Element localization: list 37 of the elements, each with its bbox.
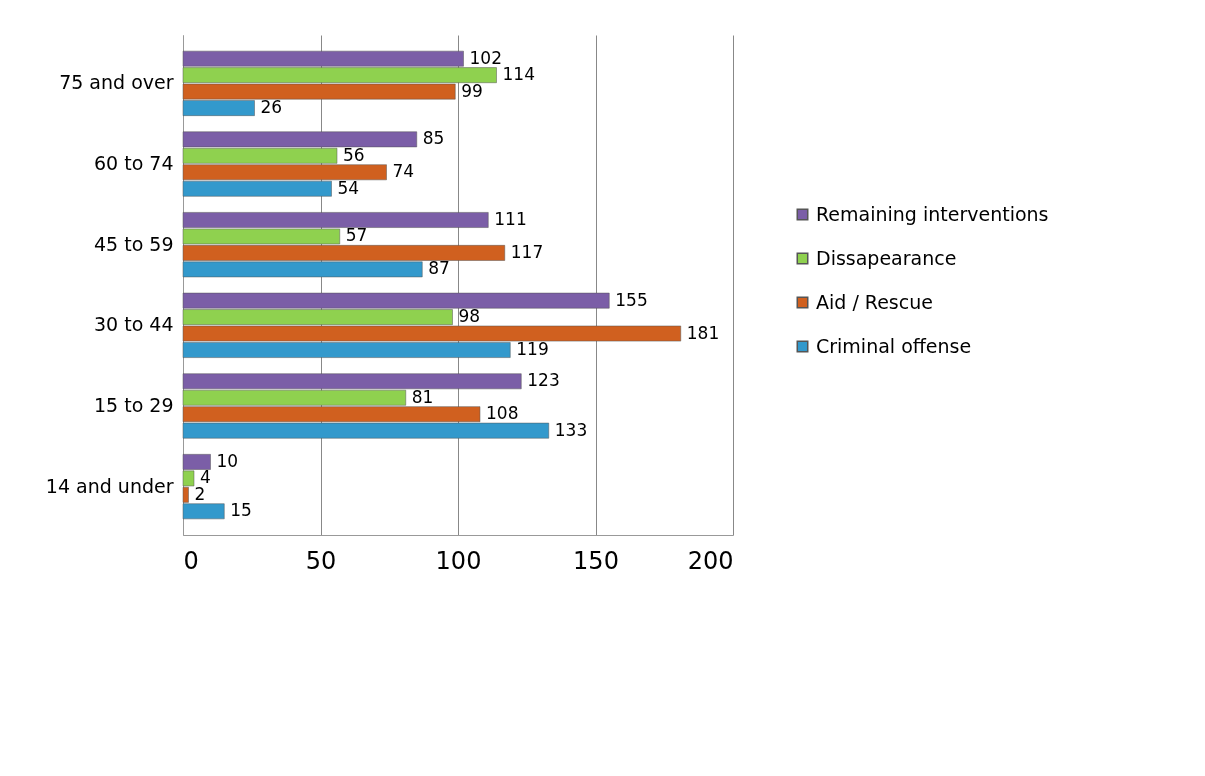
data-label: 81	[411, 386, 434, 407]
data-label: 108	[486, 403, 519, 424]
y-tick-label: 15 to 29	[93, 393, 174, 416]
x-tick-label: 100	[435, 546, 482, 575]
data-label: 74	[392, 161, 415, 182]
data-label: 85	[422, 128, 445, 149]
y-tick-label: 75 and over	[59, 71, 174, 94]
data-label: 99	[461, 80, 483, 101]
legend-label: Dissapearance	[816, 246, 957, 269]
data-label: 54	[337, 177, 360, 198]
data-label: 123	[527, 370, 560, 391]
data-label: 26	[260, 97, 283, 118]
legend-label: Remaining interventions	[816, 202, 1049, 225]
data-label: 181	[686, 322, 720, 343]
y-tick-label: 30 to 44	[93, 313, 174, 336]
y-tick-label: 45 to 59	[93, 232, 174, 255]
x-tick-label: 50	[305, 546, 337, 575]
data-label: 57	[345, 225, 368, 246]
data-label: 111	[494, 208, 527, 229]
x-tick-label: 200	[687, 546, 734, 575]
data-label: 119	[516, 339, 549, 360]
data-label: 15	[230, 500, 252, 521]
data-label: 133	[554, 419, 588, 440]
data-label: 10	[216, 450, 239, 471]
x-tick-label: 0	[183, 546, 199, 575]
data-label: 98	[458, 306, 481, 327]
x-tick-label: 150	[573, 546, 619, 575]
data-label: 114	[502, 64, 535, 85]
data-label: 102	[469, 47, 502, 68]
y-tick-label: 14 and under	[45, 474, 174, 497]
legend-label: Aid / Rescue	[816, 290, 933, 313]
data-label: 155	[615, 289, 648, 310]
data-label: 56	[343, 144, 365, 165]
data-label: 87	[428, 258, 450, 279]
y-tick-label: 60 to 74	[93, 152, 174, 175]
legend-label: Criminal offense	[816, 334, 972, 357]
data-label: 117	[510, 241, 544, 262]
